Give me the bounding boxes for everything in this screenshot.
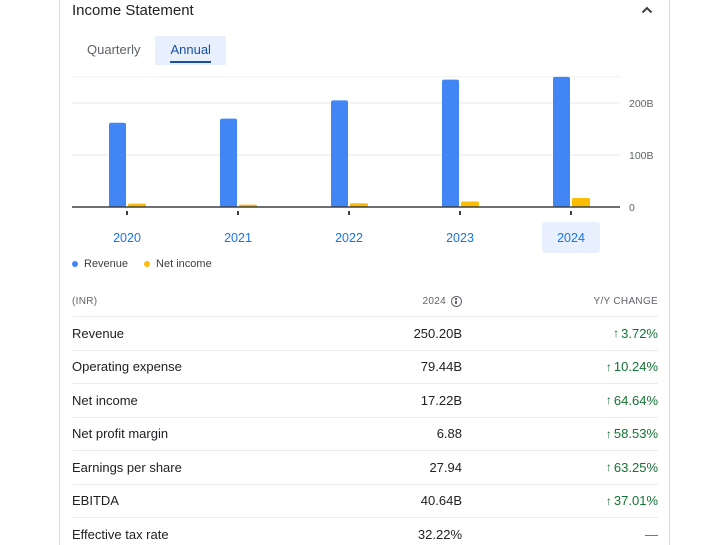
row-change-value: 3.72%: [621, 325, 658, 341]
row-value: 6.88: [436, 426, 462, 442]
currency-header: (INR): [72, 295, 98, 307]
bar-revenue-2023: [442, 79, 459, 207]
table-row: Earnings per share 27.94 ↑ 63.25%: [72, 450, 658, 484]
tab-quarterly[interactable]: Quarterly: [87, 42, 141, 57]
row-value: 250.20B: [413, 325, 462, 341]
tab-annual[interactable]: Annual: [155, 36, 226, 65]
row-change-value: 63.25%: [613, 459, 658, 475]
income-chart: 0 100B 200B 2020 2021 2022 2023 2024: [72, 76, 654, 253]
arrow-up-icon: ↑: [605, 460, 612, 475]
financials-table: (INR) 2024 Y/Y CHANGE Revenue 250.20B ↑ 3.7…: [72, 286, 658, 545]
legend-item-net-income: Net income: [144, 258, 212, 270]
row-change: ↑ 64.64%: [462, 393, 658, 408]
period-tabs: Quarterly Annual: [72, 36, 226, 65]
arrow-up-icon: ↑: [605, 493, 612, 508]
bar-revenue-2022: [331, 100, 348, 207]
section-title: Income Statement: [72, 2, 194, 19]
bar-net-income-2024: [572, 198, 590, 207]
row-change: ↑ 63.25%: [462, 460, 658, 475]
legend-label-net-income: Net income: [156, 258, 212, 270]
table-row: EBITDA 40.64B ↑ 37.01%: [72, 483, 658, 518]
row-value: 32.22%: [417, 526, 462, 542]
table-row: Net profit margin 6.88 ↑ 58.53%: [72, 416, 658, 451]
change-header: Y/Y CHANGE: [593, 295, 658, 307]
x-tick-label-2023[interactable]: 2023: [446, 231, 474, 245]
legend-label-revenue: Revenue: [84, 258, 129, 270]
bar-revenue-2024: [553, 76, 570, 208]
y-tick-label: 100B: [629, 150, 654, 162]
row-label: Revenue: [72, 325, 125, 341]
row-label: Effective tax rate: [72, 526, 169, 542]
bar-net-income-2022: [350, 203, 368, 207]
legend-item-revenue: Revenue: [72, 258, 128, 270]
bar-revenue-2021: [220, 118, 237, 207]
row-change-value: 37.01%: [613, 493, 658, 509]
row-label: Earnings per share: [72, 459, 182, 475]
row-change: ↑ 10.24%: [462, 359, 658, 374]
row-label: Net income: [72, 392, 138, 408]
row-change: ↑ 58.53%: [462, 426, 658, 441]
legend-dot-net-income: [144, 261, 151, 267]
row-change: ↑ 3.72%: [462, 326, 658, 341]
table-header: (INR) 2024 Y/Y CHANGE: [72, 286, 658, 316]
row-value: 17.22B: [420, 392, 462, 408]
row-change-value: 10.24%: [613, 359, 658, 375]
bar-net-income-2020: [128, 203, 146, 207]
table-row: Net income 17.22B ↑ 64.64%: [72, 383, 658, 417]
info-icon[interactable]: [451, 295, 462, 307]
arrow-up-icon: ↑: [605, 426, 612, 441]
arrow-up-icon: ↑: [605, 393, 612, 408]
row-value: 79.44B: [420, 359, 462, 375]
y-tick-label: 200B: [629, 98, 654, 110]
arrow-up-icon: ↑: [605, 359, 612, 374]
table-row: Effective tax rate 32.22% —: [72, 517, 658, 545]
row-change-value: 64.64%: [613, 392, 658, 408]
table-row: Operating expense 79.44B ↑ 10.24%: [72, 349, 658, 384]
x-tick-label-2022[interactable]: 2022: [335, 231, 363, 245]
chevron-up-icon[interactable]: [638, 1, 656, 19]
row-change: —: [462, 527, 658, 542]
x-tick-label-2024[interactable]: 2024: [557, 231, 585, 245]
row-label: EBITDA: [72, 493, 119, 509]
row-change-value: —: [645, 526, 658, 542]
bar-revenue-2020: [109, 122, 126, 207]
arrow-up-icon: ↑: [613, 326, 620, 341]
period-header: 2024: [292, 295, 462, 307]
bar-net-income-2023: [461, 201, 479, 207]
x-tick-label-2021[interactable]: 2021: [224, 231, 252, 245]
y-tick-label: 0: [629, 202, 635, 214]
row-label: Net profit margin: [72, 426, 169, 442]
chart-legend: Revenue Net income: [72, 258, 228, 270]
period-header-label: 2024: [422, 295, 446, 307]
table-row: Revenue 250.20B ↑ 3.72%: [72, 316, 658, 350]
legend-dot-revenue: [72, 261, 78, 267]
row-change-value: 58.53%: [613, 426, 658, 442]
table-body: Revenue 250.20B ↑ 3.72% Operating expense 79.…: [72, 316, 658, 545]
row-value: 27.94: [429, 459, 462, 475]
x-tick-label-2020[interactable]: 2020: [113, 231, 141, 245]
row-label: Operating expense: [72, 359, 182, 375]
selected-year-highlight: [542, 222, 600, 253]
row-change: ↑ 37.01%: [462, 493, 658, 508]
row-value: 40.64B: [420, 493, 462, 509]
